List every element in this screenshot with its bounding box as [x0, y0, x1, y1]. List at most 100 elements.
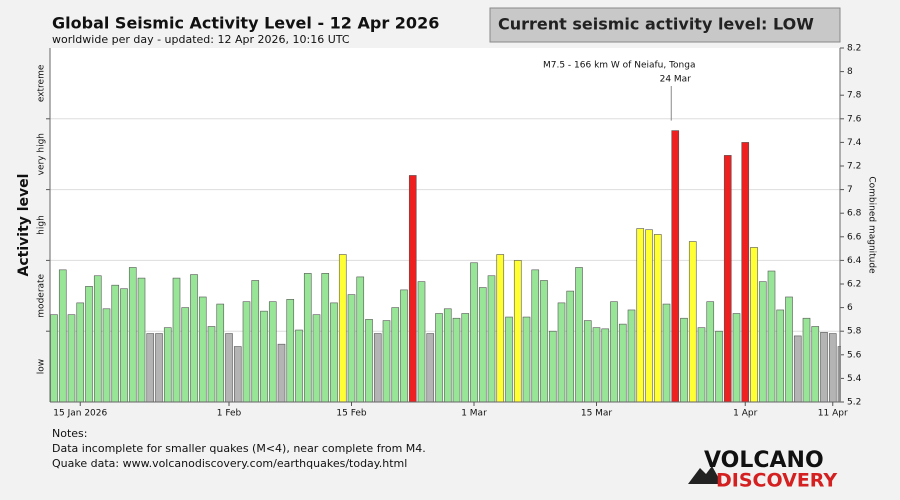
bar — [671, 130, 680, 402]
status-box — [489, 7, 841, 43]
bar — [575, 267, 583, 402]
x-tick-label: 15 Jan 2026 — [53, 409, 107, 419]
bar — [776, 309, 785, 402]
bar — [566, 290, 575, 402]
y-tick-label: 7.8 — [847, 91, 862, 101]
bar — [216, 303, 225, 402]
bar — [102, 308, 111, 402]
band-label: extreme — [37, 64, 47, 102]
x-tick-label: 15 Feb — [336, 409, 367, 419]
bar — [496, 254, 505, 402]
bar — [400, 289, 408, 402]
bar — [347, 294, 356, 402]
bar — [461, 313, 470, 402]
note: Notes: — [52, 427, 87, 440]
bar — [627, 309, 636, 402]
bar — [645, 229, 653, 402]
x-tick-label: 1 Apr — [733, 409, 757, 419]
bar — [443, 308, 452, 402]
bar — [531, 269, 540, 402]
bar — [312, 314, 321, 402]
bar — [286, 299, 295, 402]
bar — [592, 327, 601, 402]
bar — [793, 335, 802, 402]
bar — [93, 275, 102, 402]
bar — [750, 247, 758, 402]
bar — [610, 301, 618, 402]
bar — [382, 320, 391, 402]
bar — [190, 274, 198, 402]
y-tick-label: 7 — [847, 185, 853, 195]
chart-title: Global Seismic Activity Level - 12 Apr 2… — [52, 14, 439, 33]
bar — [198, 296, 207, 402]
bar — [356, 276, 365, 402]
bar — [295, 329, 303, 402]
y-axis-title-right: Combined magnitude — [867, 176, 877, 274]
y-tick-label: 6.8 — [847, 209, 862, 219]
annotation-date: 24 Mar — [660, 75, 692, 85]
bar — [111, 284, 120, 402]
bar — [522, 316, 531, 402]
bar — [128, 267, 137, 402]
bar — [513, 260, 522, 402]
band-label: very high — [37, 133, 47, 175]
bar — [303, 273, 312, 402]
bar — [172, 277, 181, 402]
bar — [601, 328, 610, 402]
bar — [268, 301, 277, 402]
logo-top: VOLCANO — [704, 448, 824, 473]
bar — [233, 346, 242, 402]
logo-icon — [688, 466, 722, 484]
x-tick-label: 11 Apr — [818, 409, 848, 419]
status-text: Current seismic activity level: LOW — [498, 15, 814, 34]
bar — [487, 275, 496, 402]
bar — [365, 319, 373, 402]
bar — [408, 175, 417, 402]
bar — [653, 234, 662, 402]
bar — [618, 323, 627, 402]
y-tick-label: 6.4 — [847, 256, 862, 266]
bar — [811, 326, 820, 402]
y-tick-label: 7.2 — [847, 162, 861, 172]
y-tick-label: 6 — [847, 303, 853, 313]
bar — [207, 326, 216, 402]
bar — [242, 301, 251, 402]
y-tick-label: 7.6 — [847, 114, 862, 124]
y-tick-label: 6.6 — [847, 232, 862, 242]
bar — [715, 330, 723, 402]
bars — [50, 130, 841, 402]
bar — [76, 302, 85, 402]
bar — [505, 316, 513, 402]
band-label: high — [37, 215, 47, 235]
bar — [583, 320, 592, 402]
x-tick-label: 15 Mar — [581, 409, 613, 419]
bar — [58, 269, 67, 402]
y-tick-label: 7.4 — [847, 138, 862, 148]
bar — [225, 333, 233, 402]
bar — [426, 333, 435, 402]
bar — [470, 262, 478, 402]
bar — [163, 327, 172, 402]
note: Data incomplete for smaller quakes (M<4)… — [52, 442, 426, 455]
y-tick-label: 8.2 — [847, 44, 861, 54]
y-tick-label: 5.6 — [847, 350, 862, 360]
y-tick-label: 5.8 — [847, 327, 862, 337]
y-tick-label: 8 — [847, 67, 853, 77]
bar — [478, 287, 487, 402]
bar — [767, 270, 776, 402]
bar — [251, 280, 260, 402]
x-tick-label: 1 Feb — [217, 409, 242, 419]
bar — [155, 333, 163, 402]
logo-bottom: DISCOVERY — [716, 470, 837, 492]
bar — [50, 314, 58, 402]
bar — [706, 301, 715, 402]
band-label: low — [37, 359, 47, 374]
bar — [321, 273, 330, 402]
bar — [330, 302, 338, 402]
bar — [662, 303, 671, 402]
bar — [688, 241, 697, 402]
band-label: moderate — [37, 273, 47, 317]
bar — [758, 281, 767, 402]
bar — [417, 281, 426, 402]
chart-subtitle: worldwide per day - updated: 12 Apr 2026… — [52, 33, 350, 46]
